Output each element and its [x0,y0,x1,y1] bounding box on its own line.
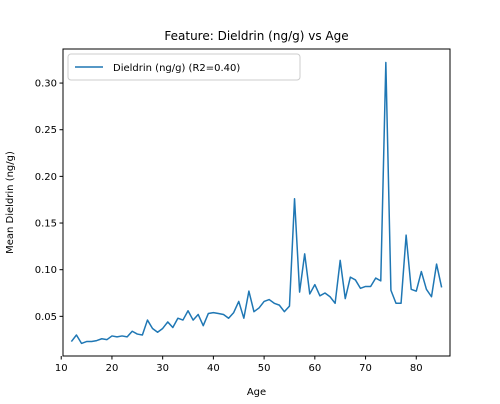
chart-title: Feature: Dieldrin (ng/g) vs Age [164,29,348,43]
x-axis-label: Age [247,387,266,398]
x-tick-label: 30 [156,363,169,374]
y-tick-label: 0.20 [35,172,57,183]
x-tick-label: 60 [308,363,321,374]
x-tick-label: 70 [359,363,372,374]
x-tick-label: 20 [106,363,119,374]
legend-box [67,53,301,81]
y-tick-label: 0.15 [35,219,57,230]
x-tick-label: 10 [55,363,68,374]
legend: Dieldrin (ng/g) (R2=0.40) [67,53,301,81]
y-tick-label: 0.10 [35,265,57,276]
x-tick-label: 50 [258,363,271,374]
x-tick-label: 80 [410,363,423,374]
series-line-0 [70,61,443,345]
y-tick-label: 0.30 [35,79,57,90]
y-tick-label: 0.05 [35,312,57,323]
y-tick-label: 0.25 [35,125,57,136]
x-tick-label: 40 [207,363,220,374]
axes-frame [62,48,451,357]
legend-label: Dieldrin (ng/g) (R2=0.40) [113,63,240,74]
y-axis-label: Mean Dieldrin (ng/g) [5,151,16,254]
series-layer [70,61,443,345]
x-axis-ticks: 10 20 30 40 50 60 70 80 [55,356,423,374]
plot-area [62,48,451,357]
y-axis-ticks: 0.05 0.10 0.15 0.20 0.25 0.30 [35,79,63,323]
